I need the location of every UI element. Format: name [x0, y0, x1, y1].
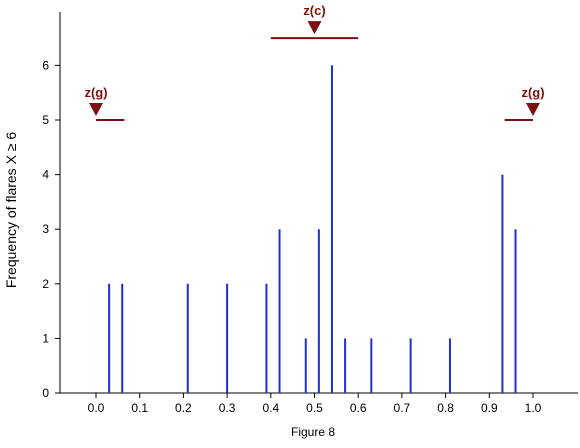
x-tick-label: 1.0 — [525, 401, 542, 415]
x-tick-label: 0.1 — [131, 401, 148, 415]
y-tick-label: 3 — [42, 222, 49, 236]
y-tick-label: 1 — [42, 331, 49, 345]
annotation-triangle-marker — [89, 103, 103, 116]
y-tick-label: 6 — [42, 58, 49, 72]
bars-group — [108, 65, 517, 393]
x-tick-label: 0.7 — [394, 401, 411, 415]
x-tick-label: 0.4 — [262, 401, 279, 415]
annotation-label: z(g) — [521, 85, 544, 100]
annotation-triangle-marker — [307, 21, 322, 35]
x-axis-label: Figure 8 — [291, 425, 335, 439]
x-tick-label: 0.2 — [175, 401, 192, 415]
y-tick-label: 4 — [42, 168, 49, 182]
y-tick-label: 2 — [42, 277, 49, 291]
annotation-label: z(c) — [303, 3, 325, 18]
x-tick-label: 0.9 — [481, 401, 498, 415]
x-tick-label: 0.3 — [219, 401, 236, 415]
annotations-group: z(g) z(c) z(g) — [84, 3, 545, 121]
y-axis-label: Frequency of flares X ≥ 6 — [3, 132, 19, 289]
axes: 0 1 2 3 4 5 6 0.0 0.1 0.2 0.3 0.4 0.5 0.6 0.7 0.8 0.9 1.0 — [42, 12, 578, 415]
x-tick-label: 0.0 — [88, 401, 105, 415]
y-tick-label: 0 — [42, 386, 49, 400]
x-tick-label: 0.5 — [306, 401, 323, 415]
x-tick-label: 0.6 — [350, 401, 367, 415]
y-tick-label: 5 — [42, 113, 49, 127]
x-tick-label: 0.8 — [437, 401, 454, 415]
annotation-triangle-marker — [526, 103, 540, 116]
annotation-label: z(g) — [84, 85, 107, 100]
